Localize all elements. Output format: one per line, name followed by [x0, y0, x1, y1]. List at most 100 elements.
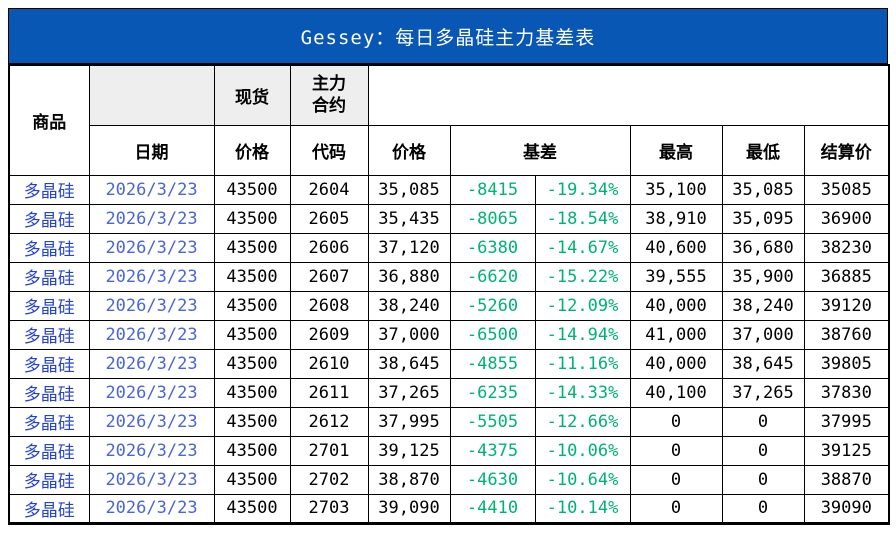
high-cell: 41,000	[629, 319, 723, 350]
commodity-cell: 多晶硅	[8, 406, 90, 437]
settlement-cell: 39805	[803, 348, 890, 379]
low-cell: 0	[721, 464, 805, 495]
contract-price-cell: 35,435	[367, 203, 451, 234]
contract-code-cell: 2605	[289, 203, 369, 234]
header-spot-price: 价格	[213, 124, 291, 176]
high-cell: 40,600	[629, 232, 723, 263]
low-cell: 38,645	[721, 348, 805, 379]
basis-value-cell: -6380	[449, 232, 536, 263]
spot-price-cell: 43500	[213, 493, 291, 524]
header-price: 价格	[367, 124, 451, 176]
contract-code-cell: 2610	[289, 348, 369, 379]
basis-value-cell: -6620	[449, 261, 536, 292]
basis-percent-cell: -10.06%	[534, 435, 631, 466]
commodity-cell: 多晶硅	[8, 493, 90, 524]
date-cell: 2026/3/23	[88, 493, 215, 524]
date-cell: 2026/3/23	[88, 261, 215, 292]
table-row: 多晶硅 2026/3/23 43500 2611 37,265 -6235 -1…	[8, 377, 890, 408]
basis-value-cell: -6235	[449, 377, 536, 408]
high-cell: 0	[629, 435, 723, 466]
date-cell: 2026/3/23	[88, 290, 215, 321]
basis-value-cell: -4375	[449, 435, 536, 466]
spot-price-cell: 43500	[213, 319, 291, 350]
basis-table: 商品 现货 主力 合约 日期 价格 代码 价格 基差 最高 最低 结算价 多晶硅…	[8, 64, 891, 525]
header-spot: 现货	[213, 64, 291, 126]
contract-price-cell: 37,265	[367, 377, 451, 408]
basis-percent-cell: -19.34%	[534, 174, 631, 205]
contract-price-cell: 38,645	[367, 348, 451, 379]
contract-code-cell: 2604	[289, 174, 369, 205]
spot-price-cell: 43500	[213, 435, 291, 466]
basis-percent-cell: -12.09%	[534, 290, 631, 321]
contract-price-cell: 38,240	[367, 290, 451, 321]
date-cell: 2026/3/23	[88, 377, 215, 408]
high-cell: 40,000	[629, 348, 723, 379]
table-row: 多晶硅 2026/3/23 43500 2607 36,880 -6620 -1…	[8, 261, 890, 292]
spot-price-cell: 43500	[213, 348, 291, 379]
date-cell: 2026/3/23	[88, 435, 215, 466]
basis-percent-cell: -15.22%	[534, 261, 631, 292]
contract-price-cell: 35,085	[367, 174, 451, 205]
basis-value-cell: -5260	[449, 290, 536, 321]
high-cell: 0	[629, 464, 723, 495]
contract-code-cell: 2703	[289, 493, 369, 524]
date-cell: 2026/3/23	[88, 319, 215, 350]
header-basis: 基差	[449, 124, 631, 176]
header-empty-cell	[88, 64, 215, 126]
low-cell: 0	[721, 493, 805, 524]
basis-value-cell: -8065	[449, 203, 536, 234]
commodity-cell: 多晶硅	[8, 290, 90, 321]
table-row: 多晶硅 2026/3/23 43500 2606 37,120 -6380 -1…	[8, 232, 890, 263]
table-row: 多晶硅 2026/3/23 43500 2702 38,870 -4630 -1…	[8, 464, 890, 495]
contract-price-cell: 38,870	[367, 464, 451, 495]
commodity-cell: 多晶硅	[8, 232, 90, 263]
high-cell: 40,000	[629, 290, 723, 321]
page-title: Gessey：每日多晶硅主力基差表	[300, 26, 596, 49]
spot-price-cell: 43500	[213, 174, 291, 205]
contract-price-cell: 37,120	[367, 232, 451, 263]
high-cell: 35,100	[629, 174, 723, 205]
commodity-cell: 多晶硅	[8, 464, 90, 495]
spot-price-cell: 43500	[213, 261, 291, 292]
spot-price-cell: 43500	[213, 406, 291, 437]
table-row: 多晶硅 2026/3/23 43500 2703 39,090 -4410 -1…	[8, 493, 890, 524]
contract-code-cell: 2701	[289, 435, 369, 466]
settlement-cell: 38870	[803, 464, 890, 495]
settlement-cell: 39090	[803, 493, 890, 524]
header-row-2: 日期 价格 代码 价格 基差 最高 最低 结算价	[9, 124, 890, 176]
basis-percent-cell: -10.64%	[534, 464, 631, 495]
high-cell: 39,555	[629, 261, 723, 292]
commodity-cell: 多晶硅	[8, 261, 90, 292]
basis-value-cell: -5505	[449, 406, 536, 437]
settlement-cell: 36885	[803, 261, 890, 292]
basis-percent-cell: -14.33%	[534, 377, 631, 408]
table-row: 多晶硅 2026/3/23 43500 2701 39,125 -4375 -1…	[8, 435, 890, 466]
header-code: 代码	[289, 124, 369, 176]
low-cell: 35,085	[721, 174, 805, 205]
date-cell: 2026/3/23	[88, 348, 215, 379]
table-body: 多晶硅 2026/3/23 43500 2604 35,085 -8415 -1…	[8, 174, 890, 524]
commodity-cell: 多晶硅	[8, 348, 90, 379]
settlement-cell: 39120	[803, 290, 890, 321]
low-cell: 35,095	[721, 203, 805, 234]
contract-price-cell: 39,090	[367, 493, 451, 524]
low-cell: 37,265	[721, 377, 805, 408]
low-cell: 35,900	[721, 261, 805, 292]
low-cell: 36,680	[721, 232, 805, 263]
header-high: 最高	[629, 124, 723, 176]
basis-value-cell: -4855	[449, 348, 536, 379]
header-commodity: 商品	[8, 64, 90, 176]
high-cell: 0	[629, 493, 723, 524]
table-row: 多晶硅 2026/3/23 43500 2608 38,240 -5260 -1…	[8, 290, 890, 321]
contract-price-cell: 39,125	[367, 435, 451, 466]
header-date: 日期	[88, 124, 215, 176]
basis-value-cell: -6500	[449, 319, 536, 350]
title-bar: Gessey：每日多晶硅主力基差表	[8, 8, 888, 64]
header-settlement: 结算价	[803, 124, 890, 176]
table-row: 多晶硅 2026/3/23 43500 2610 38,645 -4855 -1…	[8, 348, 890, 379]
date-cell: 2026/3/23	[88, 406, 215, 437]
low-cell: 0	[721, 435, 805, 466]
contract-code-cell: 2607	[289, 261, 369, 292]
spot-price-cell: 43500	[213, 464, 291, 495]
contract-code-cell: 2702	[289, 464, 369, 495]
